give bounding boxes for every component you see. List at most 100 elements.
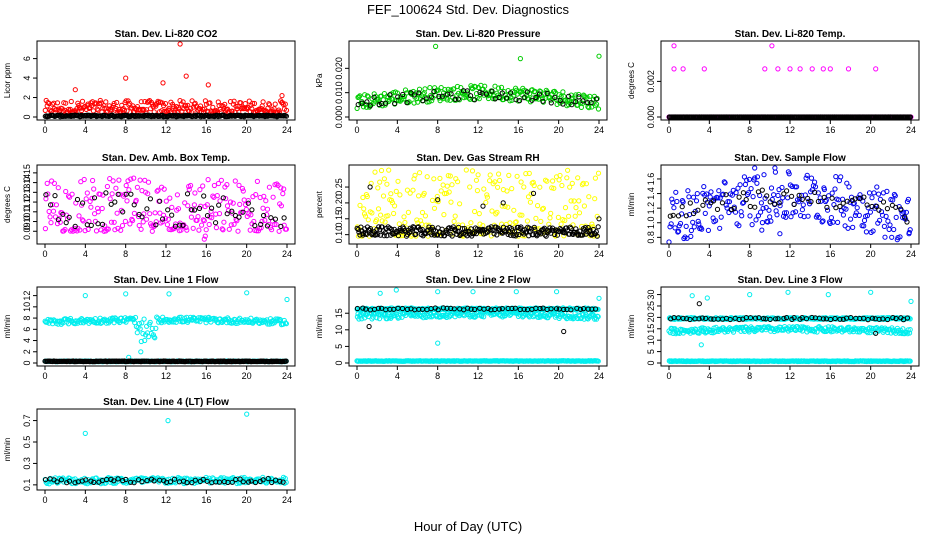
data-point xyxy=(214,193,220,199)
data-point xyxy=(459,226,466,232)
data-point xyxy=(845,66,852,72)
data-point xyxy=(372,232,378,238)
data-point xyxy=(592,196,598,202)
data-point xyxy=(46,100,52,107)
data-point xyxy=(220,195,226,201)
data-point xyxy=(871,190,877,196)
data-point xyxy=(76,213,82,219)
data-point xyxy=(134,184,140,190)
data-point xyxy=(411,92,417,98)
data-point xyxy=(677,220,684,227)
data-point xyxy=(509,186,515,192)
data-point xyxy=(239,185,245,192)
data-point xyxy=(164,222,170,228)
data-point xyxy=(423,96,429,102)
data-point xyxy=(249,207,255,213)
data-point xyxy=(377,290,383,296)
y-tick-label: 0 xyxy=(22,360,32,365)
data-point xyxy=(83,196,89,202)
data-point xyxy=(92,218,99,224)
data-point xyxy=(578,104,585,111)
data-point xyxy=(426,99,432,105)
data-point xyxy=(393,228,400,234)
data-point xyxy=(562,217,568,223)
data-point xyxy=(739,213,745,219)
data-point xyxy=(268,215,274,221)
data-point xyxy=(793,209,799,215)
data-point xyxy=(215,99,221,105)
data-point xyxy=(166,226,172,232)
data-point xyxy=(165,216,171,222)
data-point xyxy=(573,205,579,211)
data-point xyxy=(889,234,895,240)
x-tick-label: 0 xyxy=(666,125,671,135)
data-point xyxy=(264,223,270,229)
data-point xyxy=(441,212,447,218)
data-point xyxy=(81,176,87,183)
data-point xyxy=(387,92,393,98)
data-point xyxy=(131,175,137,181)
data-point xyxy=(167,195,173,201)
data-point xyxy=(499,90,505,96)
data-point xyxy=(701,184,707,190)
data-point xyxy=(829,190,835,196)
data-point xyxy=(163,198,169,204)
data-point xyxy=(88,222,94,228)
data-point xyxy=(509,226,515,232)
panel-4: Stan. Dev. Amb. Box Temp.degrees C0 4 8 12 1… xyxy=(3,153,296,259)
data-point xyxy=(397,192,403,198)
data-point xyxy=(820,66,826,72)
data-point xyxy=(592,175,599,181)
data-point xyxy=(225,208,232,214)
data-point xyxy=(98,100,104,106)
data-point xyxy=(471,231,477,237)
data-point xyxy=(236,214,242,220)
data-point xyxy=(848,216,854,222)
data-point xyxy=(463,167,469,173)
data-point xyxy=(389,96,396,102)
data-point xyxy=(124,198,130,204)
data-point xyxy=(685,188,691,194)
data-point xyxy=(385,213,391,219)
data-point xyxy=(208,208,214,214)
data-point xyxy=(446,189,452,195)
data-point xyxy=(514,173,520,179)
data-point xyxy=(680,66,686,72)
data-point xyxy=(518,179,524,185)
y-tick-label: 6 xyxy=(22,327,32,332)
data-point xyxy=(581,203,588,209)
data-point xyxy=(569,102,575,108)
data-point xyxy=(431,176,437,182)
data-point xyxy=(119,223,126,229)
data-point xyxy=(585,100,591,106)
data-point xyxy=(357,202,363,208)
data-point xyxy=(99,205,105,212)
data-point xyxy=(722,180,728,186)
x-tick-label: 0 xyxy=(354,249,359,259)
y-tick-label: 1.4 xyxy=(646,187,656,200)
data-point xyxy=(242,101,248,107)
data-point xyxy=(772,169,779,175)
data-point xyxy=(175,206,182,212)
data-point xyxy=(554,289,560,295)
x-tick-label: 12 xyxy=(473,249,483,259)
data-point xyxy=(375,185,381,191)
data-point xyxy=(413,231,419,237)
data-point xyxy=(54,100,61,106)
data-point xyxy=(671,205,677,211)
data-point xyxy=(560,89,566,95)
data-point xyxy=(252,223,258,229)
data-point xyxy=(80,218,86,224)
data-point xyxy=(530,179,536,185)
data-point xyxy=(680,199,686,205)
data-point xyxy=(667,224,673,230)
data-point xyxy=(264,206,271,212)
data-point xyxy=(42,107,48,114)
y-tick-label: 0.000 xyxy=(646,106,656,129)
data-point xyxy=(77,227,83,233)
data-point xyxy=(377,179,383,185)
data-point xyxy=(736,194,742,200)
data-point xyxy=(568,225,574,232)
